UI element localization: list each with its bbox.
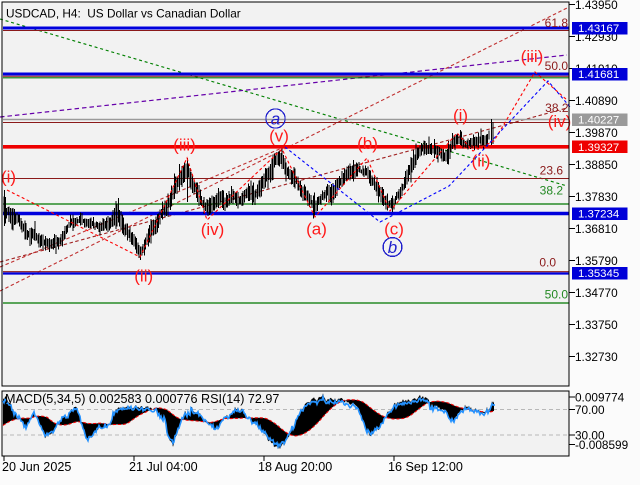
svg-text:(ii): (ii)	[134, 266, 153, 285]
svg-text:-0.008599: -0.008599	[575, 438, 628, 452]
svg-text:1.37234: 1.37234	[578, 209, 619, 221]
svg-text:50.0: 50.0	[545, 288, 569, 302]
svg-text:70.00: 70.00	[575, 403, 605, 417]
svg-text:50.0: 50.0	[545, 59, 569, 73]
svg-text:1.33750: 1.33750	[575, 318, 618, 332]
svg-text:61.8: 61.8	[545, 16, 569, 30]
svg-text:1.38850: 1.38850	[575, 158, 618, 172]
svg-text:20 Jun 2025: 20 Jun 2025	[2, 460, 71, 474]
svg-text:1.32730: 1.32730	[575, 350, 618, 364]
svg-text:(i): (i)	[453, 106, 468, 125]
svg-text:23.6: 23.6	[540, 164, 564, 178]
svg-text:1.43167: 1.43167	[578, 23, 619, 35]
svg-text:(iii): (iii)	[173, 136, 196, 155]
svg-text:0.0: 0.0	[539, 256, 556, 270]
svg-text:18 Aug 20:00: 18 Aug 20:00	[258, 460, 332, 474]
svg-text:30.00: 30.00	[575, 428, 605, 442]
svg-text:(iv): (iv)	[548, 112, 572, 131]
svg-text:MACD(5,34,5) 0.002583 0.000776: MACD(5,34,5) 0.002583 0.000776 RSI(14) 7…	[5, 392, 279, 406]
svg-text:USDCAD, H4: US Dollar vs Cana: USDCAD, H4: US Dollar vs Canadian Dollar	[6, 7, 241, 21]
svg-text:1.43950: 1.43950	[575, 0, 618, 12]
svg-text:1.40227: 1.40227	[578, 115, 619, 127]
svg-text:21 Jul 04:00: 21 Jul 04:00	[129, 460, 198, 474]
svg-text:a: a	[271, 110, 280, 129]
svg-text:(c): (c)	[384, 220, 404, 239]
svg-text:1.41681: 1.41681	[578, 69, 619, 81]
svg-text:0.009774: 0.009774	[575, 390, 625, 404]
svg-text:16 Sep 12:00: 16 Sep 12:00	[388, 460, 463, 474]
svg-text:(a): (a)	[306, 219, 327, 238]
svg-text:1.36810: 1.36810	[575, 222, 618, 236]
svg-text:1.40890: 1.40890	[575, 94, 618, 108]
svg-text:38.2: 38.2	[540, 184, 564, 198]
svg-text:1.35790: 1.35790	[575, 254, 618, 268]
svg-text:(iii): (iii)	[521, 47, 544, 66]
svg-text:1.39870: 1.39870	[575, 126, 618, 140]
svg-text:(v): (v)	[269, 127, 289, 146]
svg-text:(i): (i)	[1, 168, 16, 187]
svg-text:1.34770: 1.34770	[575, 286, 618, 300]
svg-text:(ii): (ii)	[472, 151, 491, 170]
svg-text:38.2: 38.2	[545, 101, 569, 115]
svg-text:b: b	[388, 238, 397, 257]
svg-text:(b): (b)	[357, 134, 378, 153]
svg-text:(iv): (iv)	[201, 220, 225, 239]
svg-text:1.37830: 1.37830	[575, 190, 618, 204]
svg-text:1.35345: 1.35345	[578, 268, 619, 280]
svg-text:1.39327: 1.39327	[578, 142, 619, 154]
